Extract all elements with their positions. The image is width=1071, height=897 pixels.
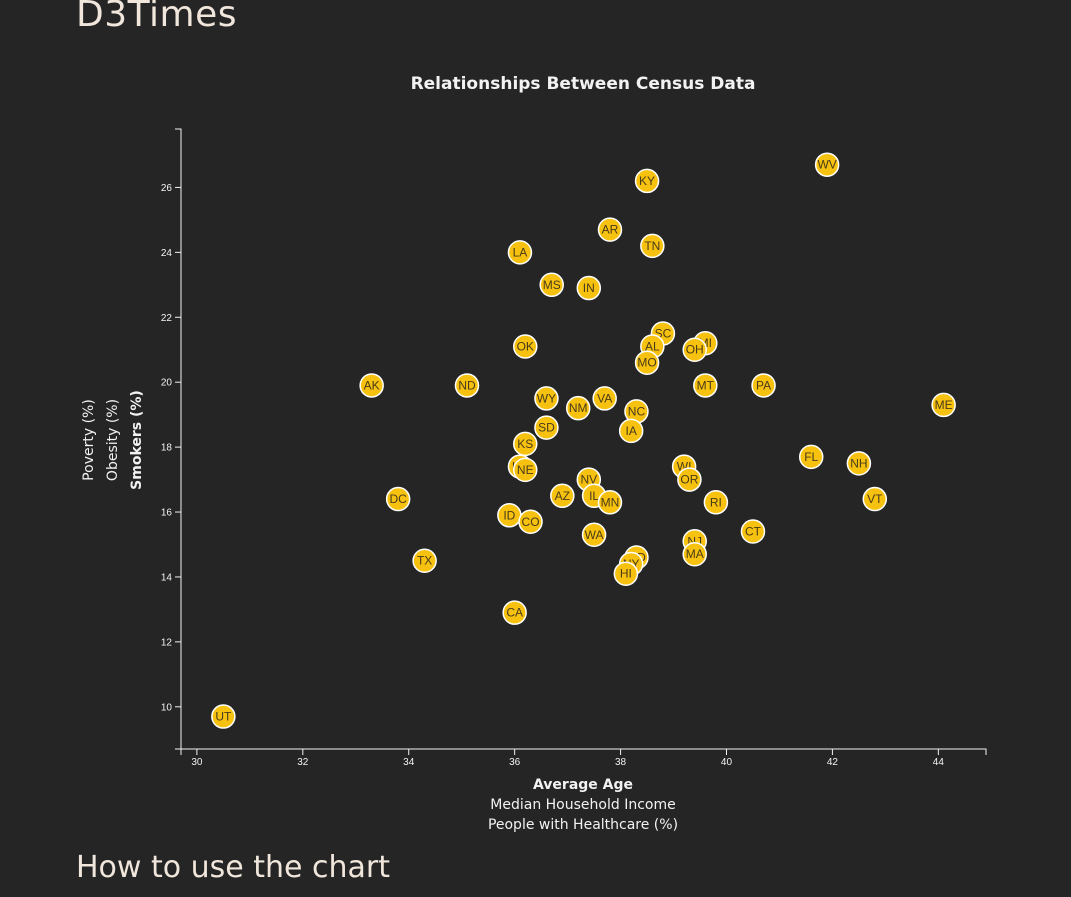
x-axis-option[interactable]: Average Age [533, 777, 633, 793]
x-axis: 30 32 34 36 38 40 42 44 [180, 748, 987, 768]
y-axis-option[interactable]: Obesity (%) [105, 399, 121, 481]
y-axis: 10 12 14 16 18 20 22 24 26 [161, 128, 182, 750]
state-point[interactable] [534, 386, 559, 411]
y-tick-label: 20 [161, 378, 173, 389]
state-point[interactable] [512, 457, 538, 483]
state-point[interactable] [798, 444, 824, 470]
state-point[interactable] [534, 415, 559, 440]
y-tick-label: 24 [161, 248, 173, 259]
chart-title: Relationships Between Census Data [411, 74, 756, 94]
y-tick-label: 22 [161, 313, 173, 324]
y-tick-label: 10 [161, 702, 173, 713]
section-heading: How to use the chart [76, 850, 391, 885]
state-point[interactable] [581, 522, 607, 548]
y-axis-option[interactable]: Smokers (%) [129, 390, 145, 490]
y-tick-label: 12 [161, 637, 173, 648]
state-point[interactable] [634, 168, 660, 194]
state-point[interactable] [565, 395, 591, 421]
state-point[interactable] [740, 519, 766, 544]
y-tick-label: 18 [161, 443, 173, 454]
state-point[interactable] [613, 561, 639, 586]
state-point[interactable] [512, 334, 538, 359]
x-tick-label: 34 [403, 757, 415, 768]
state-point[interactable] [693, 373, 718, 398]
y-tick-label: 16 [161, 508, 173, 519]
state-point[interactable] [814, 152, 840, 177]
state-point[interactable] [518, 509, 543, 535]
state-point[interactable] [751, 373, 776, 398]
state-point[interactable] [507, 240, 533, 265]
state-point[interactable] [592, 386, 617, 411]
state-point[interactable] [385, 486, 411, 512]
state-point[interactable] [576, 275, 602, 301]
y-axis-line [175, 128, 182, 750]
x-axis-labels: Average Age Median Household Income People… [488, 777, 678, 833]
x-axis-option[interactable]: Median Household Income [490, 797, 675, 813]
state-point[interactable] [412, 548, 437, 573]
state-point[interactable] [539, 272, 564, 298]
x-tick-label: 44 [933, 757, 945, 768]
x-tick-label: 36 [509, 757, 521, 768]
y-axis-option[interactable]: Poverty (%) [81, 399, 97, 481]
y-tick-label: 14 [161, 572, 173, 583]
state-point[interactable] [211, 704, 236, 729]
state-point[interactable] [931, 392, 956, 418]
state-point[interactable] [677, 467, 702, 492]
state-point[interactable] [502, 600, 527, 625]
scatter-chart: Relationships Between Census Data 30 32 34… [81, 74, 987, 833]
x-axis-option[interactable]: People with Healthcare (%) [488, 817, 678, 833]
state-point[interactable] [682, 337, 707, 362]
site-title: D3Times [76, 0, 237, 35]
x-axis-line [180, 748, 987, 755]
state-point[interactable] [703, 490, 729, 515]
y-tick-label: 26 [161, 183, 173, 194]
state-point[interactable] [846, 451, 872, 476]
state-point[interactable] [512, 431, 538, 457]
state-point[interactable] [454, 373, 480, 398]
state-point[interactable] [682, 541, 707, 567]
state-point[interactable] [862, 486, 888, 512]
state-point[interactable] [550, 483, 575, 509]
state-point[interactable] [618, 418, 644, 444]
state-point[interactable] [597, 217, 623, 242]
x-tick-label: 30 [191, 757, 203, 768]
x-tick-label: 40 [721, 757, 733, 768]
state-point[interactable] [497, 503, 522, 528]
x-tick-label: 38 [615, 757, 627, 768]
x-tick-label: 42 [827, 757, 839, 768]
state-point[interactable] [597, 490, 623, 515]
state-point[interactable] [634, 350, 660, 375]
x-tick-label: 32 [297, 757, 309, 768]
y-axis-labels: Smokers (%) Obesity (%) Poverty (%) [81, 390, 145, 490]
state-point[interactable] [359, 373, 384, 398]
state-point[interactable] [640, 233, 665, 259]
